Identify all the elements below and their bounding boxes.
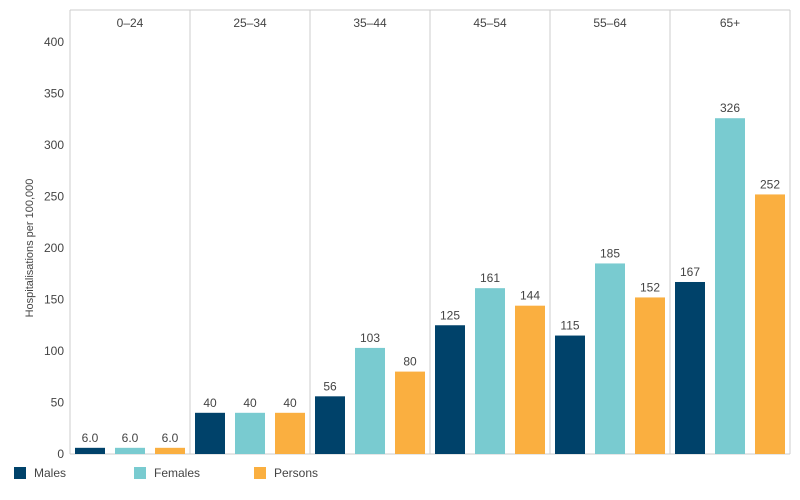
legend-swatch-persons <box>254 467 266 479</box>
legend-label-persons: Persons <box>274 466 319 480</box>
data-label: 152 <box>640 280 660 294</box>
data-label: 115 <box>560 319 579 333</box>
bar-persons <box>635 297 665 454</box>
bar-males <box>315 396 345 454</box>
legend-item-males: Males <box>14 466 134 480</box>
legend-swatch-males <box>14 467 26 479</box>
y-tick-label: 350 <box>44 87 64 101</box>
legend-swatch-females <box>134 467 146 479</box>
data-label: 40 <box>283 396 297 410</box>
data-label: 167 <box>680 265 700 279</box>
data-label: 80 <box>403 355 417 369</box>
data-label: 252 <box>760 177 780 191</box>
category-label: 35–44 <box>353 16 387 30</box>
bar-females <box>355 347 385 454</box>
category-label: 65+ <box>720 16 740 30</box>
chart-legend: Males Females Persons <box>14 466 374 480</box>
y-tick-label: 400 <box>44 35 64 49</box>
legend-item-females: Females <box>134 466 254 480</box>
category-label: 55–64 <box>593 16 627 30</box>
bar-males <box>675 281 705 454</box>
data-label: 185 <box>600 246 620 260</box>
y-tick-label: 50 <box>51 396 65 410</box>
bar-persons <box>395 371 425 454</box>
bar-persons <box>275 412 305 454</box>
category-label: 45–54 <box>473 16 507 30</box>
bar-females <box>595 263 625 454</box>
data-label: 6.0 <box>162 431 179 445</box>
y-tick-label: 0 <box>57 447 64 461</box>
bar-persons <box>155 447 185 454</box>
bar-males <box>435 325 465 454</box>
legend-label-males: Males <box>34 466 67 480</box>
data-label: 103 <box>360 331 380 345</box>
data-label: 125 <box>440 308 460 322</box>
y-tick-label: 300 <box>44 138 64 152</box>
bar-females <box>115 447 145 454</box>
bar-males <box>195 412 225 454</box>
y-tick-label: 150 <box>44 293 64 307</box>
data-label: 6.0 <box>122 431 139 445</box>
data-label: 161 <box>480 271 500 285</box>
data-label: 6.0 <box>82 431 99 445</box>
y-tick-label: 200 <box>44 241 64 255</box>
y-tick-label: 100 <box>44 344 64 358</box>
bar-males <box>555 335 585 454</box>
legend-label-females: Females <box>154 466 201 480</box>
data-label: 40 <box>203 396 217 410</box>
bar-persons <box>515 305 545 454</box>
data-label: 40 <box>243 396 257 410</box>
bar-males <box>75 447 105 454</box>
data-label: 144 <box>520 289 540 303</box>
category-label: 25–34 <box>233 16 267 30</box>
bar-females <box>235 412 265 454</box>
bar-females <box>475 288 505 454</box>
bar-females <box>715 118 745 454</box>
category-label: 0–24 <box>117 16 144 30</box>
legend-item-persons: Persons <box>254 466 374 480</box>
y-axis-label: Hospitalisations per 100,000 <box>24 179 36 318</box>
data-label: 56 <box>323 379 337 393</box>
y-tick-label: 250 <box>44 190 64 204</box>
data-label: 326 <box>720 101 740 115</box>
bar-persons <box>755 194 785 454</box>
